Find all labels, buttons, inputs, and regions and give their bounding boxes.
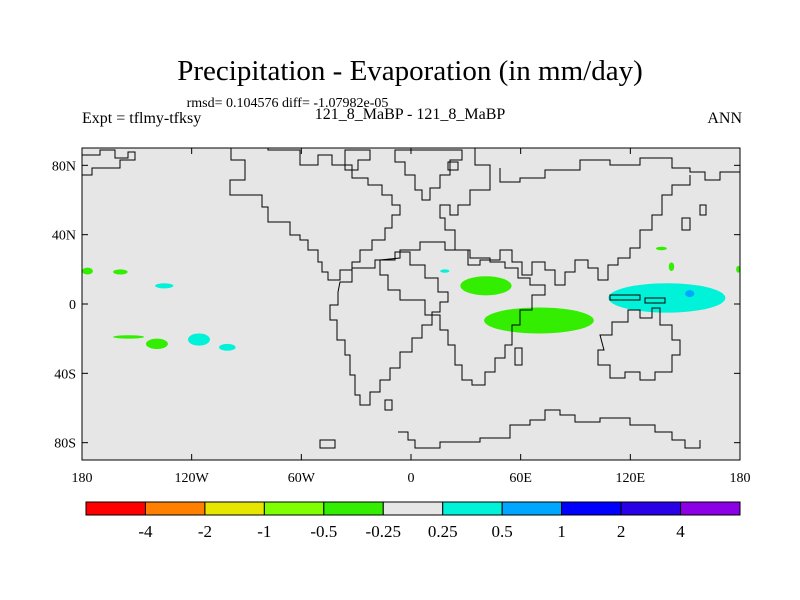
coastline-svalbard [447,161,459,171]
season-label: ANN [707,110,742,127]
colorbar: -4 -2 -1 -0.5 -0.25 0.25 0.5 1 2 4 [85,501,741,541]
y-tick-label-4: 80S [54,437,76,452]
x-tick-label-0: 180 [72,471,93,486]
colorbar-swatch-2 [204,501,265,516]
coastlines [82,147,741,449]
colorbar-label-4: -0.25 [366,522,401,541]
colorbar-label-3: -0.5 [310,522,337,541]
coastline-arctic-left [82,149,136,176]
anomaly-w-pacific-blue [685,290,695,298]
coastline-greenland [394,149,463,201]
coastline-eurasia [439,147,741,286]
y-tick-label-0: 80N [52,159,76,174]
colorbar-label-8: 2 [617,522,626,541]
anomaly-s-pacific-cyan-a [188,333,210,346]
anomaly-c-pacific-north [113,269,128,275]
coastline-australia [597,307,681,381]
coastline-indonesia [609,294,666,304]
x-tick-label-4: 60E [509,471,532,486]
colorbar-label-2: -1 [257,522,271,541]
x-tick-label-3: 0 [408,471,415,486]
anomaly-w-pacific-north [82,267,93,275]
colorbar-swatch-9 [620,501,682,516]
experiment-label: Expt = tflmy-tfksy [82,110,202,127]
colorbar-swatch-4 [323,501,384,516]
coastline-south-america [329,251,449,406]
colorbar-swatch-3 [263,501,325,516]
axis-ticks: 180 120W 60W 0 60E 120E 180 80N 40N 0 40S 80S [52,148,751,486]
anomaly-arabian-sea-cyan [440,269,450,273]
x-tick-label-5: 120E [616,471,646,486]
colorbar-swatch-7 [501,501,563,516]
y-tick-label-3: 40S [54,367,76,382]
coastline-canadian-islands [344,149,371,171]
coastline-antarctica [398,409,701,449]
anomaly-dateline-green [736,265,741,273]
anomaly-e-asia-green-b [668,262,675,272]
anomaly-e-asia-green-a [655,246,667,251]
x-tick-label-2: 60W [288,471,316,486]
x-tick-label-1: 120W [175,471,210,486]
anomaly-indian-ocean-green [484,307,594,334]
anomaly-s-pacific-blob [145,338,168,350]
colorbar-label-9: 4 [676,522,685,541]
colorbar-swatch-10 [680,501,741,516]
coastline-africa [379,241,546,386]
stats-text: rmsd= 0.104576 diff= -1.07982e-05 [186,96,389,111]
anomaly-c-pacific-cyan [155,283,174,289]
anomaly-s-pacific-streak [113,335,145,339]
colorbar-swatch-6 [442,501,503,516]
colorbar-swatch-8 [561,501,622,516]
colorbar-label-7: 1 [557,522,566,541]
colorbar-label-6: 0.5 [492,522,513,541]
colorbar-swatch-5 [382,501,444,516]
anomaly-s-pacific-cyan-b [219,343,236,351]
colorbar-label-1: -2 [198,522,212,541]
colorbar-swatch-0 [85,501,146,516]
anomaly-n-africa-green [460,276,512,296]
y-tick-label-1: 40N [52,229,76,244]
x-tick-label-6: 180 [730,471,751,486]
colorbar-swatch-1 [144,501,206,516]
coastline-antarctic-peninsula [319,399,393,449]
colorbar-label-0: -4 [138,522,153,541]
coastline-madagascar [514,347,523,366]
anomaly-w-pacific-cyan [608,283,726,313]
case-label: 121_8_MaBP - 121_8_MaBP [314,106,506,123]
coastline-east-asia-islands [681,204,707,231]
colorbar-label-5: 0.25 [428,522,458,541]
y-tick-label-2: 0 [69,298,76,313]
chart-title: Precipitation - Evaporation (in mm/day) [177,55,643,87]
